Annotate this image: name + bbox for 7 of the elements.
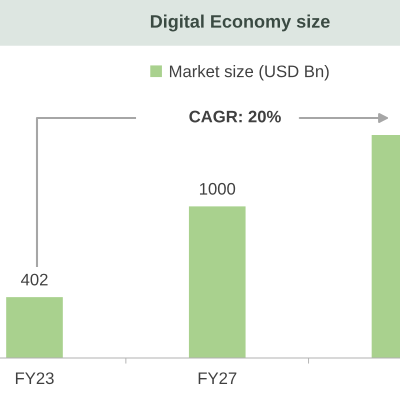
x-tick-label: FY27 <box>198 372 236 384</box>
chart-title: Digital Economy size <box>150 14 330 32</box>
x-tick-label: FY23 <box>16 372 54 384</box>
text: CAGR: 20% <box>189 110 281 122</box>
text: 1000 <box>200 182 236 195</box>
legend-label: Market size (USD Bn) <box>170 65 329 81</box>
text: 402 <box>20 274 48 286</box>
